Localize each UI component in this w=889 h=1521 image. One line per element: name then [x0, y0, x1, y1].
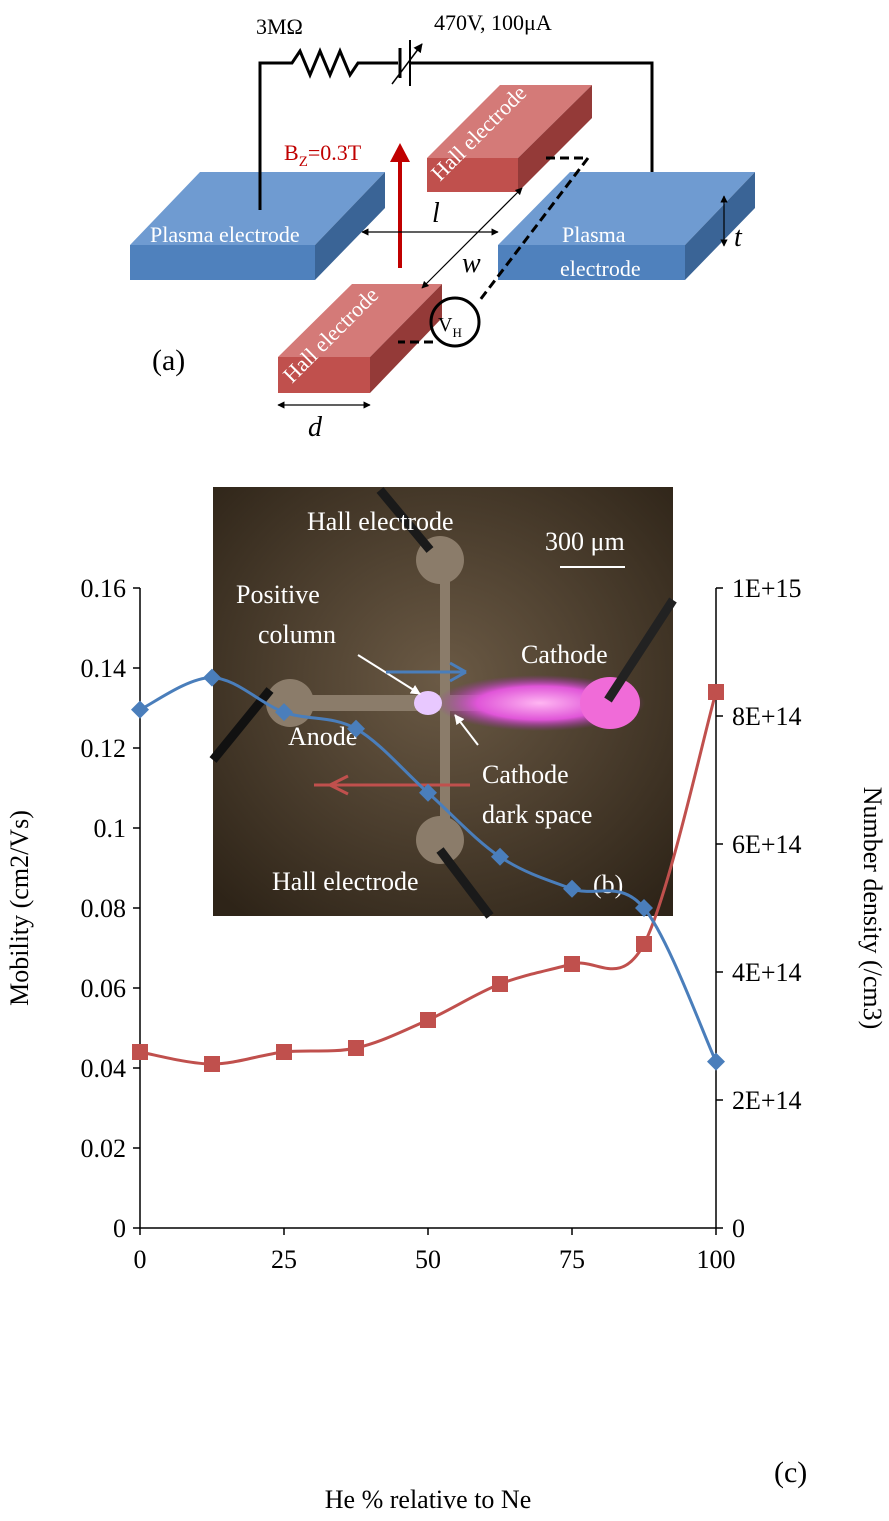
- data-point: [708, 684, 724, 700]
- diagram: 3MΩ 470V, 100μA BZ=0.3T Plasma electrode…: [130, 10, 755, 443]
- x-tick-label: 0: [134, 1245, 147, 1274]
- panel-label: (b): [593, 870, 623, 899]
- x-tick-label: 25: [271, 1245, 297, 1274]
- y-tick-label: 0.14: [81, 654, 127, 683]
- cathode-glow: [580, 677, 640, 729]
- data-point: [348, 1040, 364, 1056]
- data-point: [420, 1012, 436, 1028]
- field-label-rest: =0.3T: [308, 140, 362, 165]
- voltage-main: V: [438, 314, 453, 336]
- panel-label: (c): [774, 1456, 807, 1489]
- data-point: [131, 701, 149, 719]
- data-point: [204, 1056, 220, 1072]
- y2-axis-label: Number density (/cm3): [858, 787, 887, 1030]
- scale-label: 300 μm: [545, 527, 625, 556]
- voltage-sub: H: [452, 325, 461, 340]
- y-tick-label: 0.12: [81, 734, 127, 763]
- y-tick-label: 0.02: [81, 1134, 127, 1163]
- voltage-label: VH: [438, 314, 462, 340]
- pad: [266, 679, 314, 727]
- photo-label: Cathode: [521, 640, 608, 669]
- positive-column: [414, 691, 442, 715]
- y2-tick-label: 4E+14: [732, 958, 802, 987]
- field-label: BZ=0.3T: [284, 140, 362, 170]
- x-tick-label: 100: [697, 1245, 736, 1274]
- data-point: [492, 976, 508, 992]
- field-label-sub: Z: [299, 154, 308, 170]
- y2-tick-label: 2E+14: [732, 1086, 802, 1115]
- data-point: [276, 1044, 292, 1060]
- photo-label: column: [258, 620, 336, 649]
- panel-label: (a): [152, 344, 185, 377]
- y2-tick-label: 8E+14: [732, 702, 802, 731]
- y-tick-label: 0.04: [81, 1054, 127, 1083]
- photo-label: Anode: [288, 722, 357, 751]
- plasma-electrode-front: [130, 245, 315, 280]
- plasma-electrode-label: Plasma electrode: [150, 222, 300, 247]
- photo-label: Cathode: [482, 760, 569, 789]
- data-point: [707, 1053, 725, 1071]
- plasma-electrode-label: electrode: [560, 256, 641, 281]
- y-tick-label: 0.08: [81, 894, 127, 923]
- photo-label: dark space: [482, 800, 592, 829]
- resistor-label: 3MΩ: [256, 14, 303, 39]
- thickness-label: t: [734, 222, 743, 253]
- y2-tick-label: 1E+15: [732, 574, 802, 603]
- plasma-electrode-label: Plasma: [562, 222, 626, 247]
- photo: Hall electrode 300 μm Positive column Ca…: [213, 487, 673, 916]
- photo-label: Positive: [236, 580, 320, 609]
- y-tick-label: 0.06: [81, 974, 127, 1003]
- photo-label: Hall electrode: [307, 507, 454, 536]
- figure: 3MΩ 470V, 100μA BZ=0.3T Plasma electrode…: [0, 0, 889, 1521]
- data-point: [564, 956, 580, 972]
- source-label: 470V, 100μA: [434, 10, 552, 35]
- resistor-label: 3MΩ: [256, 14, 303, 39]
- y2-tick-label: 6E+14: [732, 830, 802, 859]
- x-tick-label: 75: [559, 1245, 585, 1274]
- depth-label: d: [308, 412, 323, 443]
- y-tick-label: 0.1: [94, 814, 127, 843]
- data-point: [132, 1044, 148, 1060]
- y2-tick-label: 0: [732, 1214, 745, 1243]
- width-label: w: [462, 248, 481, 279]
- x-axis-label: He % relative to Ne: [325, 1485, 531, 1514]
- photo-label: Hall electrode: [272, 867, 419, 896]
- y-axis-label: Mobility (cm2/Vs): [5, 810, 34, 1006]
- field-arrowhead: [390, 143, 410, 162]
- y-tick-label: 0: [113, 1214, 126, 1243]
- data-point: [636, 936, 652, 952]
- length-label: l: [432, 198, 440, 229]
- x-tick-label: 50: [415, 1245, 441, 1274]
- y-tick-label: 0.16: [81, 574, 127, 603]
- field-label-main: B: [284, 140, 299, 165]
